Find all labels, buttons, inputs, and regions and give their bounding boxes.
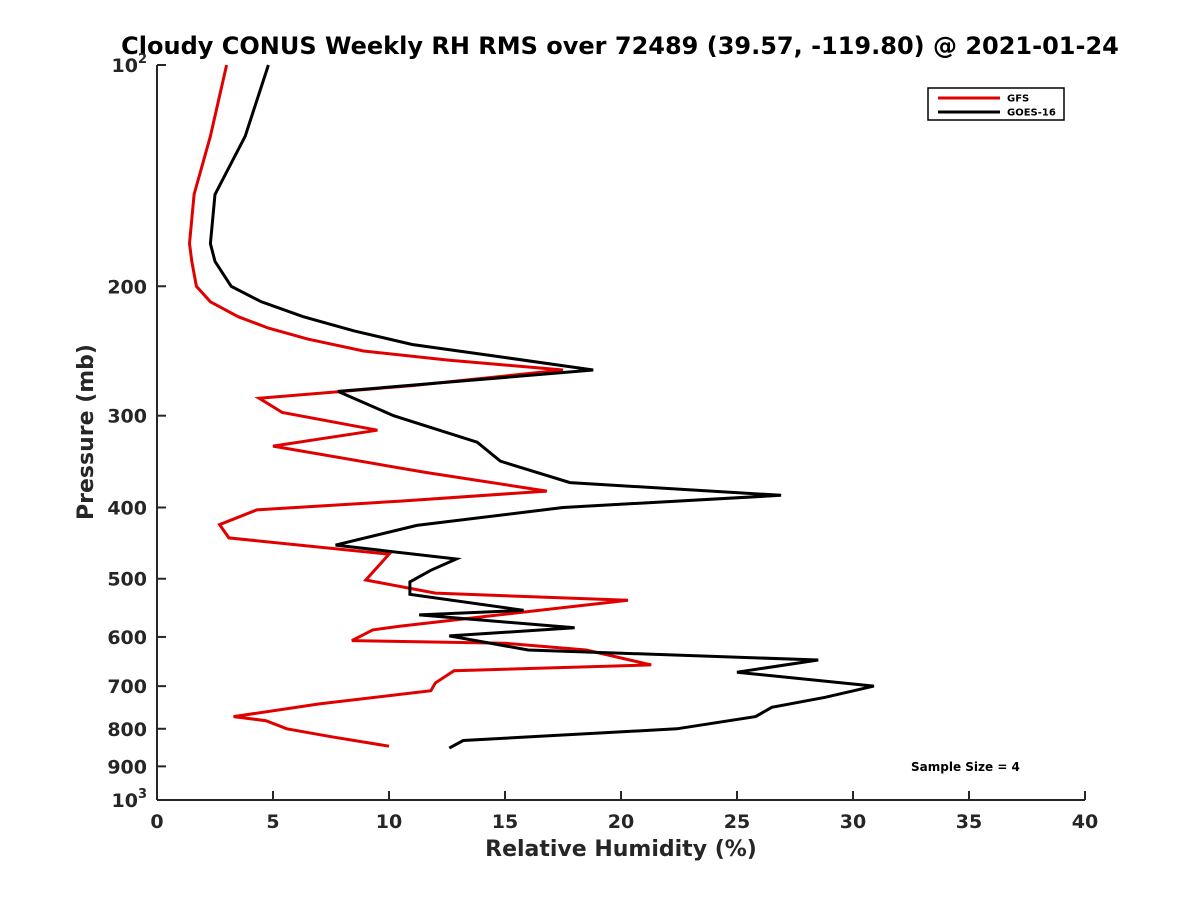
- y-tick-label: 500: [107, 569, 147, 591]
- legend-label-1: GOES-16: [1007, 108, 1056, 119]
- x-tick-label: 25: [724, 811, 750, 833]
- legend-box: [927, 87, 1065, 121]
- y-ticks: 102 200 300 400 500 600 700 800 900 103: [107, 52, 166, 812]
- y-tick-label: 600: [107, 627, 147, 649]
- y-tick-label: 900: [107, 756, 147, 778]
- x-tick-label: 0: [150, 811, 163, 833]
- legend: GFS GOES-16: [927, 87, 1065, 121]
- x-ticks: 0 5 10 15 20 25 30 35 40: [150, 791, 1098, 833]
- y-tick-label: 700: [107, 676, 147, 698]
- series-line-0: [187, 64, 652, 748]
- x-tick-label: 40: [1072, 811, 1098, 833]
- x-tick-label: 35: [956, 811, 982, 833]
- y-tick-label: 200: [107, 276, 147, 298]
- series-layer: [187, 64, 875, 750]
- chart-title: Cloudy CONUS Weekly RH RMS over 72489 (3…: [121, 32, 1119, 60]
- y-tick-label: 400: [107, 498, 147, 520]
- x-tick-label: 5: [266, 811, 279, 833]
- y-tick-label: 103: [112, 787, 148, 812]
- y-tick-label: 300: [107, 406, 147, 428]
- y-tick-label: 800: [107, 719, 147, 741]
- y-tick-label: 102: [112, 52, 148, 77]
- legend-label-0: GFS: [1007, 94, 1029, 105]
- x-tick-label: 15: [492, 811, 518, 833]
- x-tick-label: 20: [608, 811, 634, 833]
- series-line-1: [208, 64, 875, 750]
- x-tick-label: 10: [376, 811, 402, 833]
- x-axis-label: Relative Humidity (%): [485, 837, 757, 862]
- x-tick-label: 30: [840, 811, 866, 833]
- y-axis-label: Pressure (mb): [74, 344, 99, 520]
- sample-size-annotation: Sample Size = 4: [911, 760, 1020, 774]
